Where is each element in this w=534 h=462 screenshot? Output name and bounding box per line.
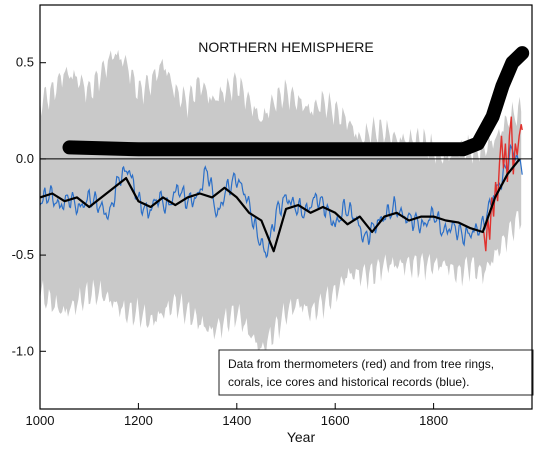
- plot-area: [39, 46, 532, 357]
- x-axis-label: Year: [287, 429, 316, 445]
- y-tick-label: -0.5: [12, 247, 34, 262]
- hockey-stick-band: [62, 46, 530, 157]
- plot-frame: [39, 4, 533, 410]
- legend-line-2: corals, ice cores and historical records…: [228, 375, 469, 389]
- series-smoothed: [39, 158, 521, 253]
- uncertainty-band: [40, 49, 522, 357]
- series-thermometer-records: [483, 116, 523, 252]
- x-tick-label: 1400: [222, 413, 251, 428]
- x-tick-label: 1800: [419, 413, 448, 428]
- chart-title: NORTHERN HEMISPHERE: [198, 39, 374, 55]
- x-tick-label: 1200: [124, 413, 153, 428]
- legend-line-1: Data from thermometers (red) and from tr…: [228, 357, 494, 371]
- x-tick-label: 1600: [321, 413, 350, 428]
- y-tick-label: -1.0: [12, 343, 34, 358]
- x-tick-label: 1000: [26, 413, 55, 428]
- y-tick-label: 0.5: [16, 55, 34, 70]
- series-proxy-records: [39, 143, 523, 259]
- legend-box: [218, 349, 534, 396]
- y-tick-label: 0.0: [16, 151, 34, 166]
